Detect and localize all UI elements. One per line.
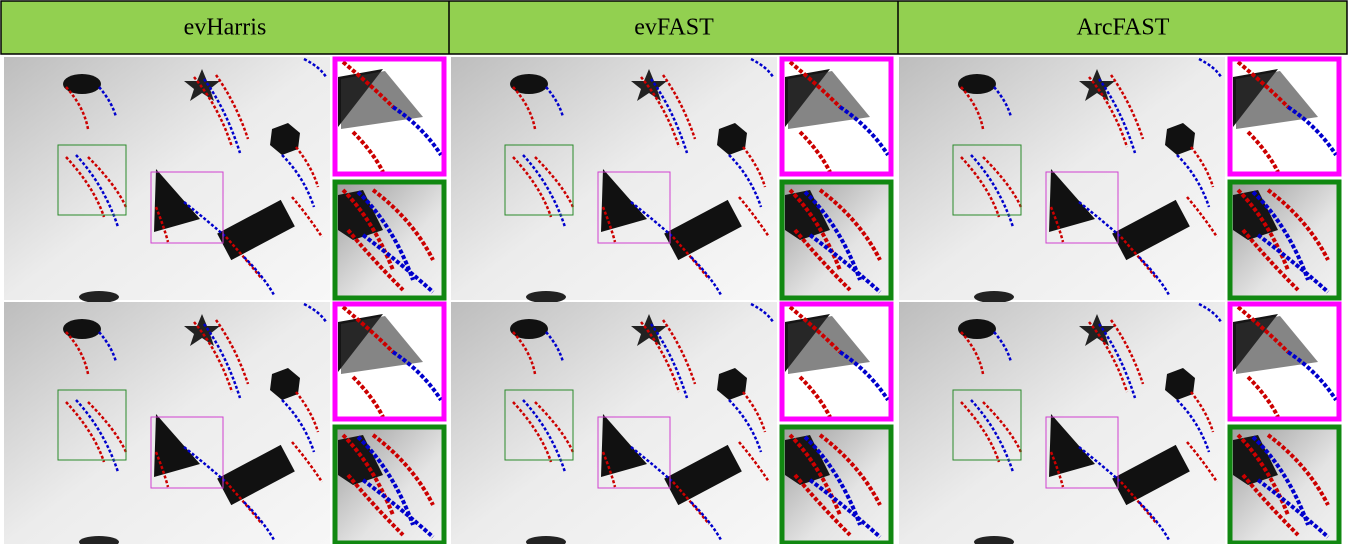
scene-image xyxy=(451,57,777,303)
header-row: evHarris evFAST ArcFAST xyxy=(1,1,1347,54)
green-inset xyxy=(780,180,893,300)
magenta-inset xyxy=(780,57,893,176)
figure: evHarris evFAST ArcFAST xyxy=(0,0,1348,544)
green-inset xyxy=(1228,180,1341,300)
scene-image xyxy=(4,57,330,303)
magenta-inset xyxy=(333,302,446,421)
green-inset xyxy=(333,180,446,300)
column-header: ArcFAST xyxy=(1077,15,1170,41)
scene-image xyxy=(4,302,330,544)
page: evHarris evFAST ArcFAST (() => { const d… xyxy=(0,0,1348,544)
green-inset xyxy=(333,425,446,544)
green-inset xyxy=(1228,425,1341,544)
green-inset xyxy=(780,425,893,544)
magenta-inset xyxy=(333,57,446,176)
image-grid xyxy=(4,57,1341,544)
column-header: evFAST xyxy=(634,15,714,41)
magenta-inset xyxy=(1228,57,1341,176)
magenta-inset xyxy=(780,302,893,421)
magenta-inset xyxy=(1228,302,1341,421)
scene-image xyxy=(899,57,1225,303)
scene-image xyxy=(451,302,777,544)
scene-image xyxy=(899,302,1225,544)
column-header: evHarris xyxy=(184,15,267,41)
